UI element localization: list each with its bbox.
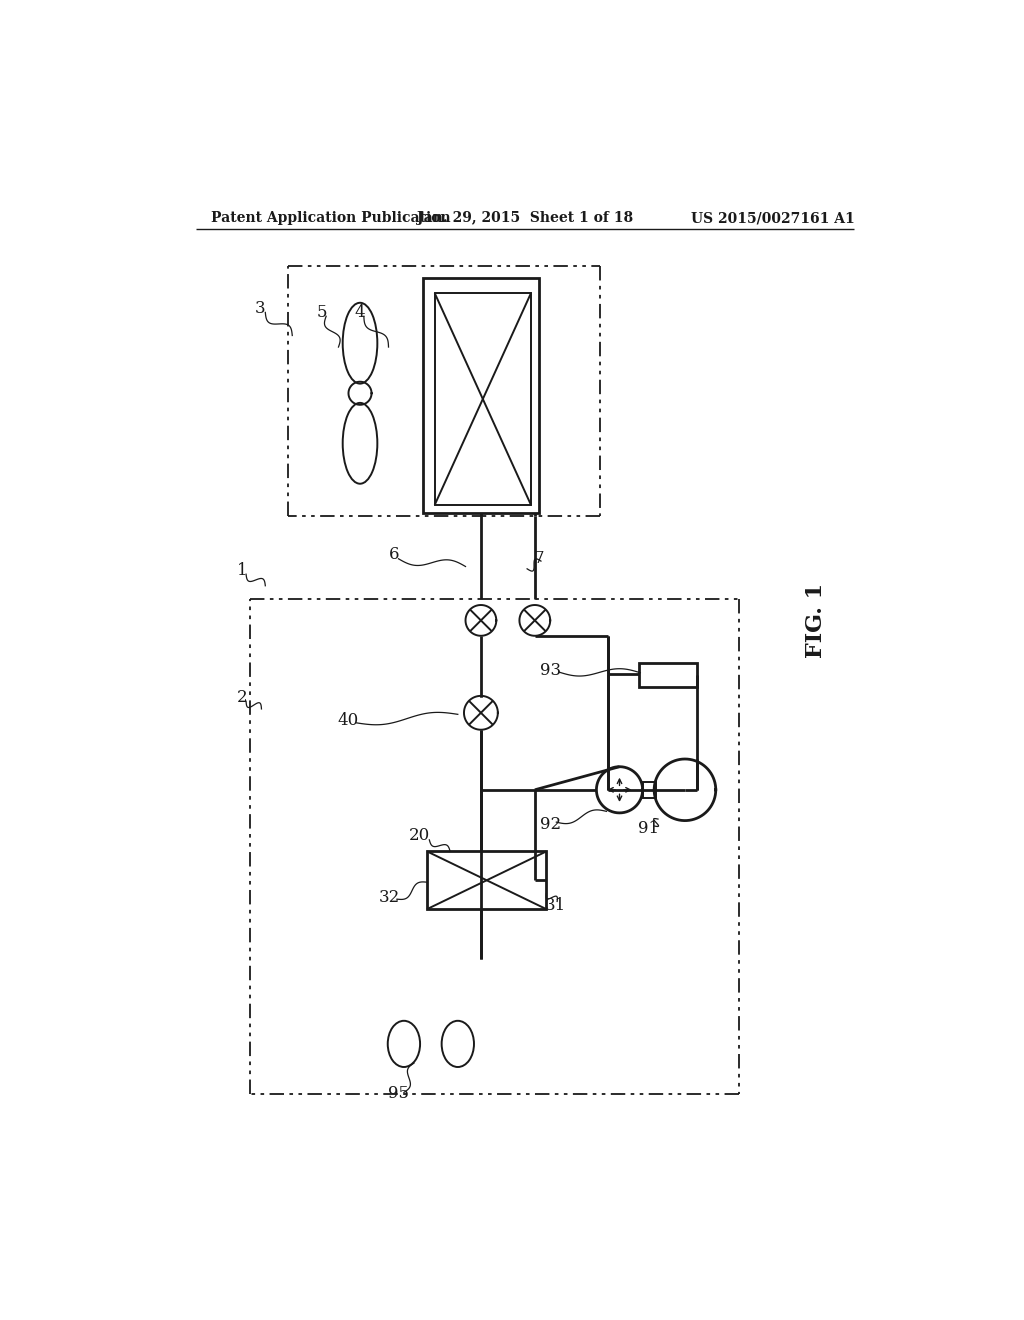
Text: Patent Application Publication: Patent Application Publication: [211, 211, 451, 226]
Text: 5: 5: [316, 304, 327, 321]
Text: FIG. 1: FIG. 1: [805, 583, 826, 657]
Text: 20: 20: [409, 828, 430, 845]
Text: 95: 95: [388, 1085, 409, 1102]
Bar: [643, 781, 656, 797]
Text: US 2015/0027161 A1: US 2015/0027161 A1: [690, 211, 854, 226]
Text: 32: 32: [379, 890, 400, 906]
Text: 92: 92: [540, 816, 561, 833]
Text: 3: 3: [255, 300, 265, 317]
Text: 1: 1: [237, 562, 248, 579]
Text: 4: 4: [354, 304, 366, 321]
Text: Jan. 29, 2015  Sheet 1 of 18: Jan. 29, 2015 Sheet 1 of 18: [417, 211, 633, 226]
Bar: [427, 851, 547, 909]
Bar: [435, 293, 531, 506]
Text: 93: 93: [540, 661, 561, 678]
Bar: [423, 277, 539, 512]
Text: 2: 2: [237, 689, 248, 706]
Bar: [639, 663, 696, 688]
Text: 91: 91: [638, 820, 659, 837]
Text: 40: 40: [337, 711, 358, 729]
Text: 31: 31: [545, 896, 566, 913]
Text: 6: 6: [389, 546, 399, 564]
Text: 7: 7: [534, 550, 544, 568]
